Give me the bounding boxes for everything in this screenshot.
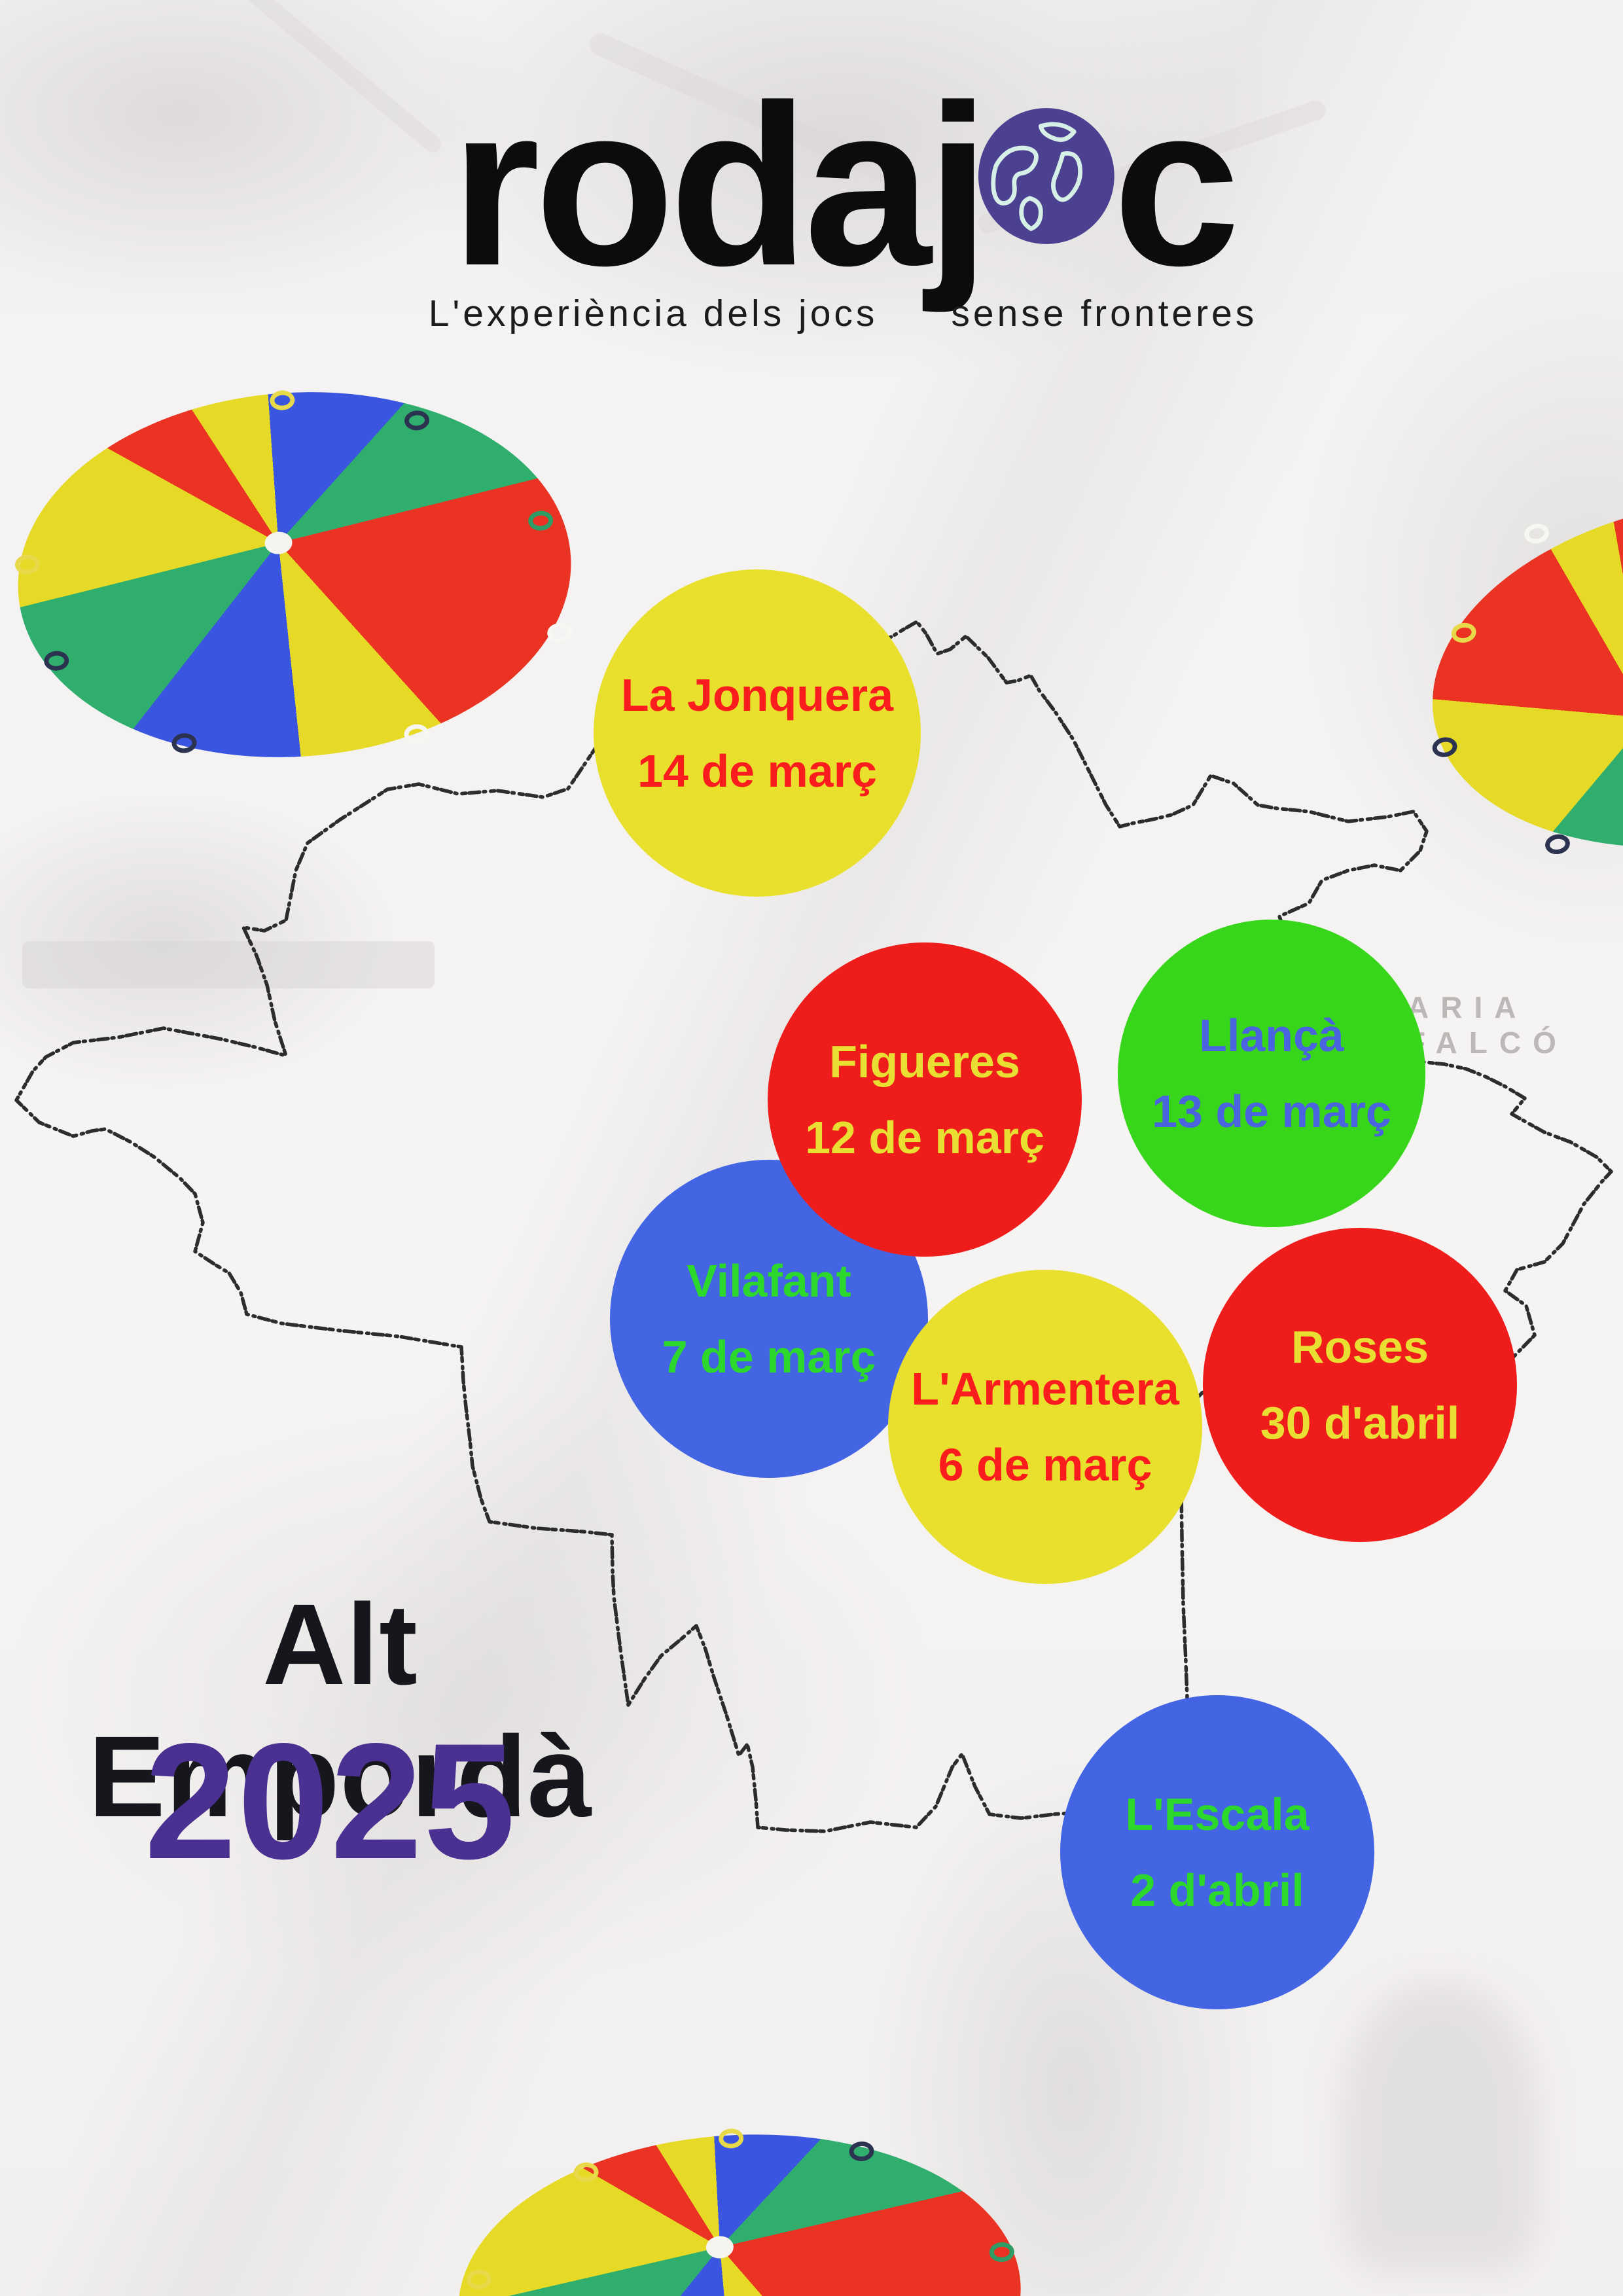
year-label: 2025	[144, 1710, 517, 1893]
event-circle-llanca: Llançà 13 de març	[1118, 920, 1425, 1227]
event-date: 30 d'abril	[1260, 1397, 1460, 1448]
event-date: 6 de març	[938, 1439, 1152, 1490]
event-date: 7 de març	[662, 1331, 876, 1382]
event-circle-lescala: L'Escala 2 d'abril	[1060, 1695, 1374, 2009]
handle-loop-icon	[848, 2140, 875, 2162]
handle-loop-icon	[718, 2128, 744, 2149]
handle-loop-icon	[14, 553, 41, 575]
tagline-left: L'experiència dels jocs	[428, 293, 878, 334]
event-date: 2 d'abril	[1130, 1865, 1304, 1916]
logo-text-left: rodaj	[450, 58, 990, 314]
parachute-center-dot	[264, 531, 293, 555]
handle-loop-icon	[269, 389, 296, 412]
event-circle-figueres: Figueres 12 de març	[768, 942, 1082, 1257]
tagline-right: sense fronteres	[951, 293, 1258, 334]
storefront-awning-shape	[22, 941, 435, 988]
event-town: La Jonquera	[620, 670, 894, 721]
event-circle-larmentera: L'Armentera 6 de març	[888, 1270, 1202, 1584]
handle-loop-icon	[466, 2269, 493, 2290]
event-circle-la-jonquera: La Jonquera 14 de març	[594, 569, 921, 897]
event-date: 13 de març	[1152, 1086, 1391, 1137]
event-town: Roses	[1291, 1321, 1429, 1372]
handle-loop-icon	[527, 510, 554, 532]
event-date: 12 de març	[805, 1112, 1044, 1163]
handle-loop-icon	[404, 409, 431, 431]
event-town: L'Armentera	[911, 1363, 1179, 1414]
event-town: Vilafant	[687, 1255, 851, 1306]
parachute-center-dot	[705, 2235, 734, 2259]
globe-icon	[978, 107, 1115, 244]
event-date: 14 de març	[637, 745, 877, 797]
person-silhouette-shape	[1342, 1983, 1538, 2271]
logo-tagline: L'experiència dels jocs sense fronteres	[429, 292, 1258, 335]
event-circle-roses: Roses 30 d'abril	[1203, 1228, 1517, 1542]
handle-loop-icon	[573, 2162, 599, 2183]
event-town: Llançà	[1199, 1010, 1344, 1061]
handle-loop-icon	[989, 2241, 1015, 2263]
logo-wordmark: rodaj c	[450, 58, 1241, 314]
event-town: L'Escala	[1125, 1789, 1310, 1840]
event-town: Figueres	[829, 1036, 1020, 1087]
logo-text-right: c	[1113, 58, 1241, 314]
